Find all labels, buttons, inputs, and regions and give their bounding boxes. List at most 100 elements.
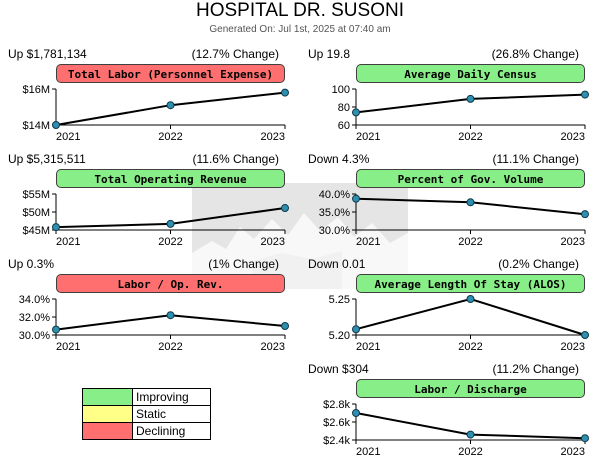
x-tick-label: 2022 (458, 236, 482, 248)
data-point (281, 322, 289, 330)
kpi-panel-percent-gov-volume: Down 4.3% (11.1% Change) Percent of Gov.… (300, 152, 589, 250)
y-tick-label: 32.0% (19, 312, 50, 324)
change-percent: (12.7% Change) (191, 47, 279, 61)
x-tick-label: 2021 (356, 341, 380, 353)
legend-row-improving: Improving (82, 388, 211, 406)
page-title: HOSPITAL DR. SUSONI (196, 0, 404, 21)
y-tick-label: $2.6k (323, 417, 350, 429)
x-tick-label: 2022 (158, 236, 182, 248)
data-point (466, 430, 475, 439)
x-tick-label: 2023 (261, 341, 285, 353)
change-summary: Down 4.3% (308, 152, 370, 166)
data-point (166, 311, 175, 320)
y-tick-label: $14M (22, 120, 50, 132)
chart-title-banner: Labor / Discharge (356, 379, 585, 398)
series-line (355, 297, 586, 336)
change-summary: Down $304 (308, 362, 369, 376)
x-tick-label: 2021 (56, 341, 80, 353)
data-point (352, 325, 360, 334)
y-tick-label: 5.25 (329, 294, 350, 306)
data-point (166, 101, 175, 110)
data-point (52, 325, 60, 334)
data-point (466, 198, 475, 207)
change-summary: Down 0.01 (308, 257, 366, 271)
kpi-panel-average-daily-census: Up 19.8 (26.8% Change) Average Daily Cen… (300, 47, 589, 145)
line-chart: 34.0% 32.0% 30.0% 2021 2022 2023 (19, 294, 289, 353)
generated-timestamp: Generated On: Jul 1st, 2025 at 07:40 am (209, 24, 391, 35)
data-point (352, 194, 360, 203)
change-percent: (26.8% Change) (491, 47, 579, 61)
y-tick-label: $50M (22, 207, 50, 219)
legend-label: Improving (132, 388, 211, 406)
change-summary: Up $1,781,134 (8, 47, 87, 61)
y-tick-label: 5.20 (329, 330, 350, 342)
x-tick-label: 2023 (261, 131, 285, 143)
legend-swatch (82, 422, 133, 440)
line-chart: $2.8k $2.6k $2.4k 2021 2022 2023 (323, 399, 589, 458)
line-chart: 100 80 60 2021 2022 2023 (332, 84, 589, 143)
y-tick-label: 30.0% (19, 330, 50, 342)
data-point (281, 88, 289, 97)
data-point (352, 108, 360, 117)
line-chart: $16M $14M 2021 2022 2023 (22, 84, 289, 143)
line-chart: $55M $50M $45M 2021 2022 2023 (22, 189, 289, 248)
x-tick-label: 2022 (458, 341, 482, 353)
x-tick-label: 2022 (458, 446, 482, 458)
x-tick-label: 2021 (356, 236, 380, 248)
legend-row-declining: Declining (82, 422, 211, 440)
change-summary: Up $5,315,511 (8, 152, 86, 166)
data-point (466, 94, 475, 103)
change-percent: (0.2% Change) (498, 257, 579, 271)
data-point (581, 90, 589, 99)
change-summary: Up 0.3% (8, 257, 55, 271)
x-tick-label: 2023 (561, 341, 585, 353)
y-tick-label: 30.0% (319, 225, 350, 237)
kpi-panel-average-length-of-stay: Down 0.01 (0.2% Change) Average Length O… (300, 257, 589, 355)
change-summary: Up 19.8 (308, 47, 351, 61)
y-tick-label: $55M (22, 189, 50, 201)
legend-swatch (82, 388, 133, 406)
data-point (352, 409, 360, 417)
kpi-panel-labor-op-rev: Up 0.3% (1% Change) Labor / Op. Rev. 34.… (0, 257, 289, 355)
change-percent: (11.2% Change) (492, 362, 580, 376)
data-point (281, 204, 289, 213)
x-tick-label: 2023 (561, 446, 585, 458)
legend-swatch (82, 405, 133, 423)
kpi-panel-total-operating-revenue: Up $5,315,511 (11.6% Change) Total Opera… (0, 152, 289, 250)
y-tick-label: 100 (332, 84, 350, 96)
y-tick-label: 35.0% (319, 207, 350, 219)
legend-row-static: Static (82, 405, 211, 423)
legend-label: Static (132, 405, 211, 423)
kpi-panel-labor-per-discharge: Down $304 (11.2% Change) Labor / Dischar… (300, 362, 589, 460)
x-tick-label: 2021 (356, 131, 380, 143)
x-tick-label: 2023 (561, 236, 585, 248)
chart-title-banner: Labor / Op. Rev. (56, 274, 285, 293)
x-tick-label: 2023 (261, 236, 285, 248)
kpi-panel-total-labor: Up $1,781,134 (12.7% Change) Total Labor… (0, 47, 289, 145)
y-tick-label: $2.4k (323, 435, 350, 447)
x-tick-label: 2023 (561, 131, 585, 143)
y-tick-label: $16M (22, 84, 50, 96)
chart-title-banner: Total Labor (Personnel Expense) (56, 64, 285, 83)
line-chart: 40.0% 35.0% 30.0% 2021 2022 2023 (319, 189, 589, 248)
y-tick-label: $45M (22, 225, 50, 237)
x-tick-label: 2022 (458, 131, 482, 143)
x-tick-label: 2021 (356, 446, 380, 458)
data-point (581, 434, 589, 443)
data-point (52, 223, 60, 232)
line-chart: 5.25 5.20 2021 2022 2023 (329, 294, 589, 353)
data-point (581, 210, 589, 219)
chart-title-banner: Average Length Of Stay (ALOS) (356, 274, 585, 293)
y-tick-label: 80 (338, 102, 350, 114)
data-point (466, 295, 475, 303)
data-point (166, 219, 175, 228)
status-legend: Improving Static Declining (82, 388, 211, 440)
x-tick-label: 2022 (158, 341, 182, 353)
data-point (581, 331, 589, 339)
change-percent: (1% Change) (208, 257, 279, 271)
legend-label: Declining (132, 422, 211, 440)
y-tick-label: 40.0% (319, 189, 350, 201)
y-tick-label: $2.8k (323, 399, 350, 411)
chart-title-banner: Total Operating Revenue (56, 169, 285, 188)
data-point (52, 121, 60, 129)
